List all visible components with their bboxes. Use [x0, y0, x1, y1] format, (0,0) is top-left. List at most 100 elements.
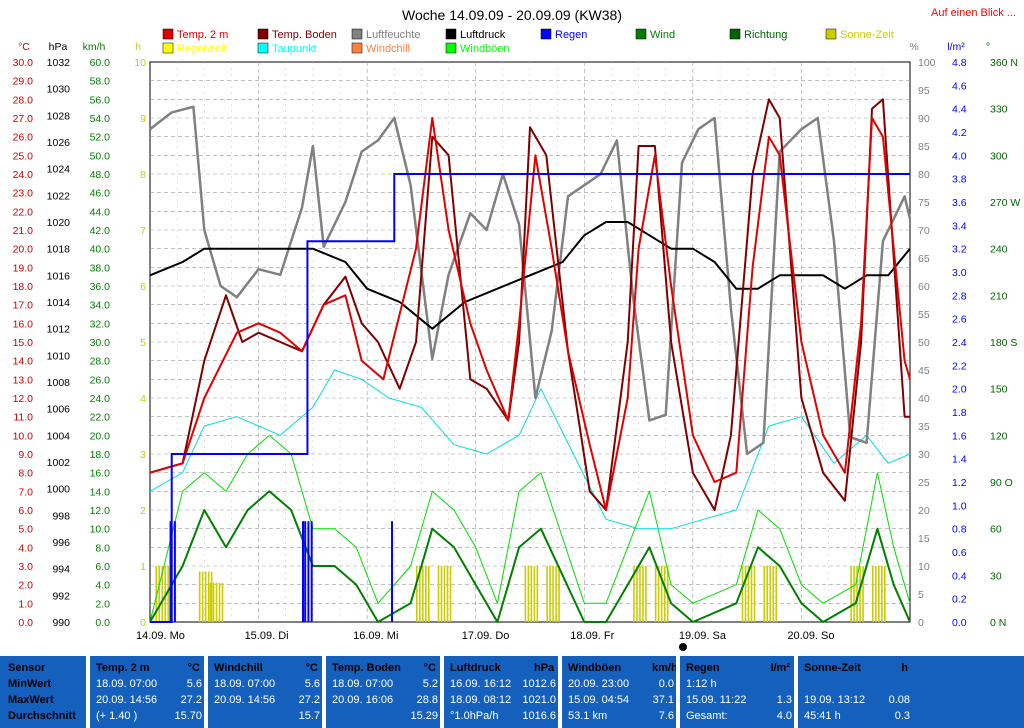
humidity-tick: 15: [918, 533, 930, 545]
x-axis-label: 17.09. Do: [462, 630, 510, 642]
stats-cell-value: 28.8: [416, 694, 438, 706]
direction-tick: 330: [990, 104, 1008, 116]
wind-tick: 20.0: [90, 430, 111, 442]
wind-tick: 6.0: [95, 561, 110, 573]
rain-tick: 0.2: [952, 594, 967, 606]
temp-tick: 13.0: [13, 374, 34, 386]
stats-cell-label: 18.09. 07:00: [96, 678, 158, 690]
temp-tick: 11.0: [13, 412, 33, 424]
direction-tick: 210: [990, 290, 1008, 302]
sun-bar: [207, 571, 210, 622]
wind-tick: 60.0: [90, 57, 111, 69]
rain-bar: [310, 521, 313, 622]
wind-tick: 36.0: [90, 281, 111, 293]
sun-bar: [763, 566, 766, 622]
pressure-tick: 1026: [47, 137, 71, 149]
sun-bar: [530, 566, 533, 622]
stats-cell-label: 20.09. 16:06: [332, 694, 394, 706]
stats-column-separator: [86, 656, 90, 728]
pressure-tick: 1008: [47, 377, 71, 389]
wind-tick: 26.0: [90, 374, 111, 386]
sun-bar: [853, 566, 855, 622]
rain-tick: 1.4: [952, 454, 967, 466]
wind-tick: 22.0: [90, 412, 111, 424]
direction-tick: 180 S: [990, 337, 1017, 349]
sun-bar: [639, 566, 641, 622]
direction-tick: 360 N: [990, 57, 1018, 69]
humidity-tick: 65: [918, 253, 930, 265]
pressure-tick: 998: [52, 510, 70, 522]
legend-label: Regenzeit: [177, 43, 227, 55]
legend-swatch: [162, 42, 174, 54]
temp-tick: 7.0: [18, 486, 33, 498]
legend-swatch: [162, 28, 174, 40]
stats-column-unit: l/m²: [770, 662, 790, 674]
plot-area: [149, 98, 912, 623]
overview-link[interactable]: Auf einen Blick ...: [931, 7, 1016, 19]
temp-tick: 10.0: [13, 430, 34, 442]
x-axis-label: 14.09. Mo: [136, 630, 185, 642]
legend-swatch: [351, 42, 363, 54]
legend-label: Windchill: [366, 43, 410, 55]
stats-column-separator: [794, 656, 798, 728]
pressure-tick: 1000: [47, 484, 71, 496]
pressure-tick: 1016: [47, 270, 71, 282]
temp-tick: 24.0: [13, 169, 34, 181]
wind-tick: 24.0: [90, 393, 111, 405]
stats-cell-label: °1.0hPa/h: [450, 710, 499, 722]
temp-tick: 22.0: [13, 206, 34, 218]
sun-bar: [440, 566, 443, 622]
stats-cell-label: 16.09. 16:12: [450, 678, 512, 690]
sun-tick: 2: [140, 505, 146, 517]
stats-cell-value: 0.08: [888, 694, 910, 706]
temp-tick: 14.0: [13, 356, 34, 368]
series-wind: [149, 490, 911, 623]
stats-column-header: Sonne-Zeit: [804, 662, 861, 674]
axis-unit: h: [135, 41, 141, 53]
humidity-tick: 30: [918, 449, 930, 461]
stats-cell-value: 15.70: [174, 710, 202, 722]
x-axis-labels: 14.09. Mo 15.09. Di 16.09. Mi 17.09. Do 18.0…: [136, 630, 835, 651]
rain-tick: 0.0: [952, 617, 967, 629]
humidity-tick: 75: [918, 197, 930, 209]
humidity-tick: 25: [918, 477, 930, 489]
stats-column-header: Regen: [686, 662, 720, 674]
legend-swatch: [635, 28, 647, 40]
temp-tick: 26.0: [13, 132, 34, 144]
rain-tick: 4.2: [952, 127, 967, 139]
sun-bar: [633, 566, 635, 622]
pressure-tick: 1014: [47, 297, 71, 309]
rain-tick: 4.8: [952, 57, 967, 69]
stats-cell-label: 1:12 h: [686, 678, 717, 690]
stats-cell-label: 45:41 h: [804, 710, 841, 722]
rain-bar: [307, 521, 310, 622]
stats-cell-value: 15.7: [298, 710, 320, 722]
sun-bar: [446, 566, 449, 622]
stats-column-header: Luftdruck: [450, 662, 501, 674]
series-temp-2m: [149, 117, 911, 511]
pressure-tick: 1002: [47, 457, 71, 469]
x-axis-label: 20.09. So: [787, 630, 834, 642]
sun-bar: [772, 566, 775, 622]
stats-column-unit: °C: [187, 662, 200, 674]
wind-tick: 46.0: [90, 188, 111, 200]
pressure-tick: 1018: [47, 244, 71, 256]
x-axis-label: 16.09. Mi: [353, 630, 398, 642]
stats-cell-value: 5.6: [186, 678, 202, 690]
temp-tick: 29.0: [13, 76, 34, 88]
sun-bar: [443, 566, 446, 622]
stats-cell-value: 5.2: [422, 678, 438, 690]
stats-cell-label: 19.09. 13:12: [804, 694, 866, 706]
sun-tick: 10: [134, 57, 146, 69]
sun-bar: [859, 566, 861, 622]
sun-tick: 3: [140, 449, 146, 461]
rain-tick: 0.6: [952, 547, 967, 559]
humidity-tick: 20: [918, 505, 930, 517]
pressure-tick: 1022: [47, 190, 71, 202]
axis-unit: hPa: [49, 41, 68, 53]
rain-bar: [391, 521, 394, 622]
temp-tick: 6.0: [18, 505, 33, 517]
wind-tick: 56.0: [90, 94, 111, 106]
stats-column-separator: [322, 656, 326, 728]
direction-tick: 270 W: [990, 197, 1020, 209]
